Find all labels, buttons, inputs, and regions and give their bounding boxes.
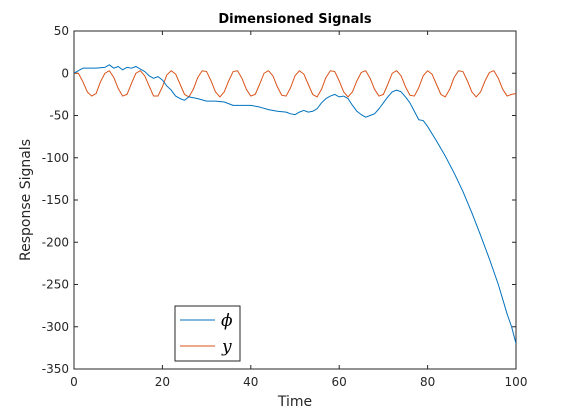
y-tick-label: 0 <box>61 66 69 80</box>
x-tick-label: 0 <box>70 375 78 389</box>
chart-title: Dimensioned Signals <box>218 12 372 27</box>
legend-box <box>174 305 241 362</box>
x-tick-label: 40 <box>243 375 258 389</box>
series-layer <box>74 64 516 344</box>
y-tick-label: -300 <box>42 320 69 334</box>
y-tick-label: -350 <box>42 362 69 376</box>
y-tick-label: -100 <box>42 151 69 165</box>
legend-label-y: y <box>221 337 232 357</box>
legend-label-phi: ϕ <box>221 311 233 331</box>
y-tick-label: -250 <box>42 278 69 292</box>
x-axis-label: Time <box>277 394 312 410</box>
series-line-y <box>74 70 516 98</box>
axis-ticks: 0 20 40 60 80 100 50 0 -50 -100 -150 -200 -250 -300 -3… <box>42 24 528 389</box>
series-line-phi <box>74 64 516 344</box>
x-tick-label: 20 <box>155 375 170 389</box>
y-tick-label: 50 <box>54 24 69 38</box>
x-tick-label: 60 <box>332 375 347 389</box>
y-tick-label: -200 <box>42 235 69 249</box>
y-tick-label: -150 <box>42 193 69 207</box>
x-tick-label: 80 <box>420 375 435 389</box>
x-tick-label: 100 <box>505 375 528 389</box>
y-tick-label: -50 <box>49 109 69 123</box>
y-axis-label: Response Signals <box>18 139 34 261</box>
legend: ϕ y <box>174 305 241 362</box>
plot-area <box>73 30 517 370</box>
